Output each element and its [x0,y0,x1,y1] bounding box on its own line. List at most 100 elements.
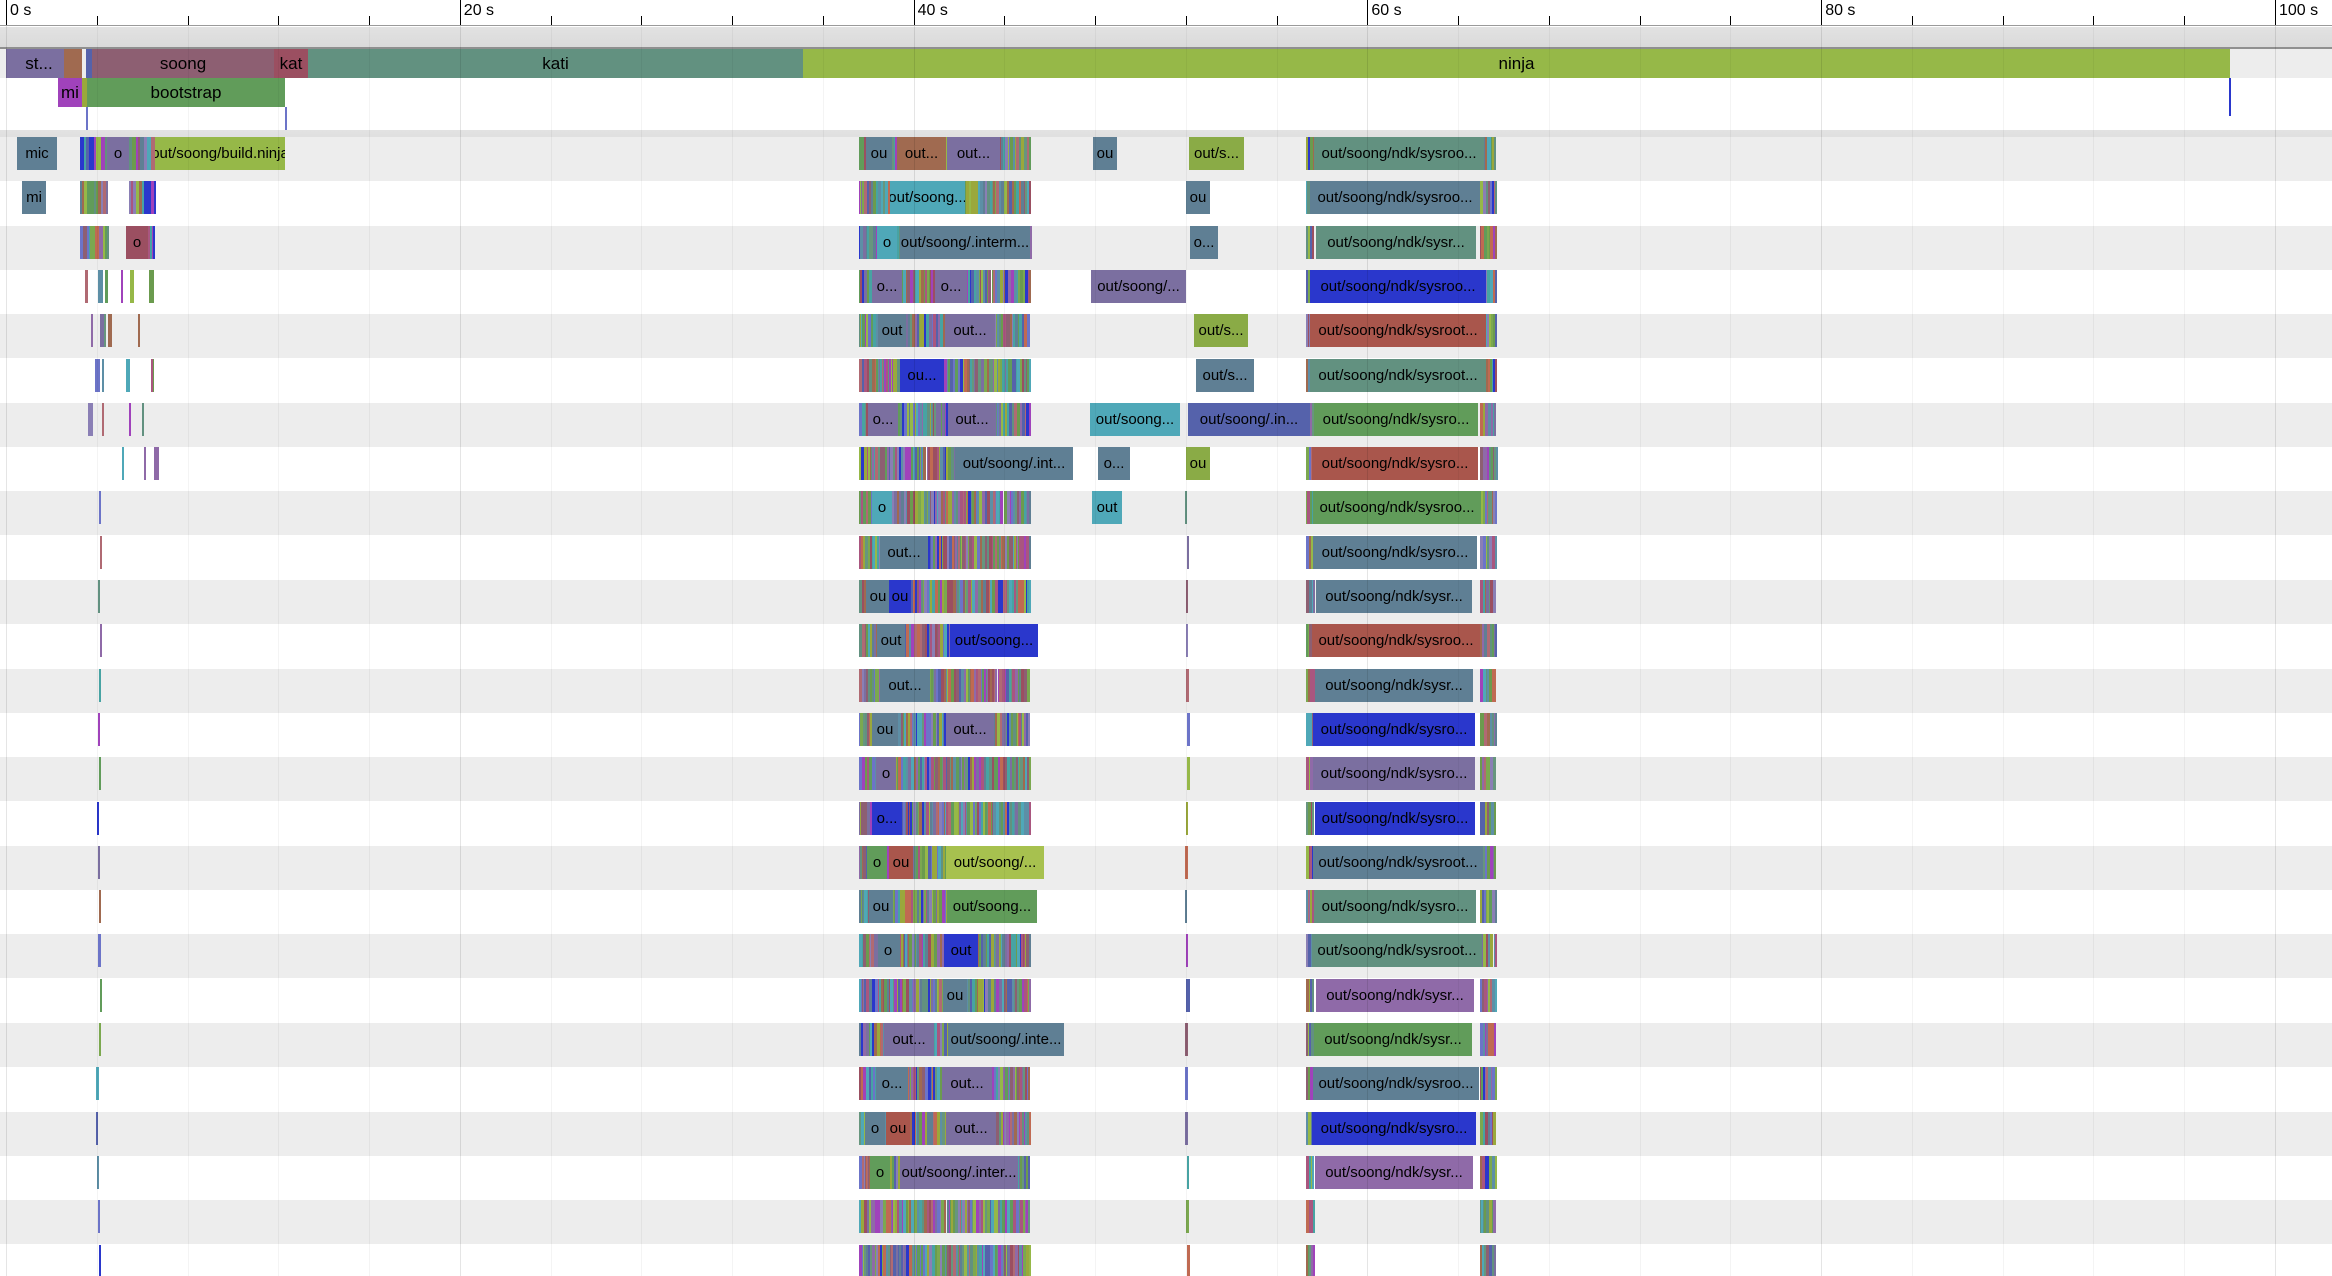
build-action-slice[interactable] [1494,890,1497,923]
build-action-slice[interactable] [1307,890,1310,923]
build-action-slice[interactable] [999,270,1003,303]
build-action-slice[interactable] [984,536,987,569]
build-action-slice[interactable] [1186,1245,1191,1276]
build-action-slice[interactable] [934,1245,938,1276]
build-action-slice[interactable] [98,181,102,214]
build-action-slice[interactable] [925,1245,928,1276]
build-action-slice[interactable] [1488,580,1491,613]
build-action-slice[interactable] [977,934,980,967]
build-action-slice[interactable] [865,624,869,657]
build-action-slice[interactable] [931,979,934,1012]
build-action-slice[interactable] [917,1067,920,1100]
build-action-slice-labeled[interactable]: o [877,226,897,259]
build-action-slice[interactable] [1308,403,1312,436]
build-action-slice[interactable] [885,181,888,214]
build-action-slice[interactable] [942,1023,945,1056]
build-action-slice[interactable] [1015,713,1018,746]
build-action-slice[interactable] [1020,403,1023,436]
build-action-slice[interactable] [1482,1156,1485,1189]
build-action-slice[interactable] [995,491,999,524]
build-action-slice[interactable] [953,669,957,702]
build-action-slice[interactable] [1023,934,1026,967]
build-action-slice[interactable] [1013,181,1017,214]
build-action-slice[interactable] [1492,536,1496,569]
build-action-slice[interactable] [875,447,879,480]
build-action-slice-labeled[interactable]: out/soong/.in... [1188,403,1310,436]
build-action-slice-labeled[interactable]: out/soong/ndk/sysr... [1316,979,1474,1012]
flame-row-9[interactable]: out... out/soong/ndk/sysro... [0,536,2332,580]
build-action-slice[interactable] [947,669,950,702]
build-action-slice[interactable] [877,1023,880,1056]
build-action-slice[interactable] [1010,491,1013,524]
build-action-slice[interactable] [928,491,931,524]
build-action-slice[interactable] [939,1112,943,1145]
build-action-slice[interactable] [974,979,977,1012]
build-action-slice[interactable] [987,1200,990,1233]
build-action-slice[interactable] [934,403,937,436]
build-action-slice[interactable] [1026,403,1029,436]
build-action-slice[interactable] [859,1112,862,1145]
build-action-slice[interactable] [932,536,936,569]
build-action-slice[interactable] [960,359,964,392]
build-action-slice[interactable] [984,1200,988,1233]
build-action-slice[interactable] [964,491,967,524]
build-action-slice[interactable] [896,491,900,524]
build-action-slice[interactable] [1491,713,1494,746]
build-action-slice[interactable] [871,359,875,392]
build-action-slice[interactable] [907,1067,910,1100]
build-action-slice[interactable] [967,669,970,702]
build-action-slice[interactable] [942,934,945,967]
build-action-slice[interactable] [859,580,862,613]
build-action-slice[interactable] [973,1245,977,1276]
build-action-slice[interactable] [1012,536,1015,569]
build-action-slice[interactable] [932,890,936,923]
build-action-slice[interactable] [915,1067,918,1100]
build-action-slice[interactable] [1000,314,1004,347]
build-action-slice[interactable] [999,802,1002,835]
build-action-slice[interactable] [907,270,910,303]
build-action-slice[interactable] [1485,181,1489,214]
build-action-slice[interactable] [859,713,861,746]
build-action-slice-labeled[interactable]: out... [948,403,996,436]
build-action-slice[interactable] [878,447,881,480]
build-action-slice-labeled[interactable]: out/soong/build.ninja [155,137,285,170]
build-action-slice[interactable] [1007,802,1010,835]
build-action-slice-labeled[interactable]: out/soong/ndk/sysro... [1313,536,1477,569]
build-action-slice[interactable] [151,226,154,259]
build-action-slice[interactable] [915,1245,918,1276]
build-action-slice[interactable] [871,669,874,702]
build-action-slice[interactable] [993,802,997,835]
build-action-slice-labeled[interactable]: out/soong/ndk/sysro... [1313,757,1475,790]
build-action-slice[interactable] [1490,226,1493,259]
build-action-slice[interactable] [1022,713,1025,746]
build-action-slice[interactable] [1023,757,1026,790]
build-action-slice[interactable] [1484,624,1488,657]
build-action-slice[interactable] [892,890,895,923]
build-action-slice[interactable] [996,181,1000,214]
build-action-slice[interactable] [919,1067,922,1100]
build-action-slice[interactable] [83,226,87,259]
build-action-slice[interactable] [1023,137,1027,170]
build-action-slice[interactable] [1026,137,1029,170]
build-action-slice[interactable] [933,1067,936,1100]
build-action-slice[interactable] [1011,713,1014,746]
build-action-slice[interactable] [915,713,918,746]
build-action-slice[interactable] [1024,669,1027,702]
build-action-slice-labeled[interactable]: out/soong/ndk/sysro... [1312,447,1478,480]
build-action-slice[interactable] [878,1245,881,1276]
build-action-slice[interactable] [953,802,957,835]
build-action-slice[interactable] [972,580,975,613]
build-action-slice[interactable] [1490,403,1494,436]
build-action-slice[interactable] [868,1200,872,1233]
build-action-slice[interactable] [1009,802,1012,835]
build-action-slice[interactable] [1025,757,1028,790]
build-action-slice-labeled[interactable]: out/s... [1196,359,1254,392]
build-action-slice[interactable] [931,580,935,613]
build-action-slice[interactable] [1003,580,1006,613]
build-action-slice[interactable] [904,1245,907,1276]
build-action-slice[interactable] [84,181,87,214]
build-action-slice-labeled[interactable]: out/soong/ndk/sysr... [1314,1023,1472,1056]
build-action-slice[interactable] [997,403,1000,436]
build-action-slice[interactable] [913,713,916,746]
build-action-slice[interactable] [916,403,919,436]
